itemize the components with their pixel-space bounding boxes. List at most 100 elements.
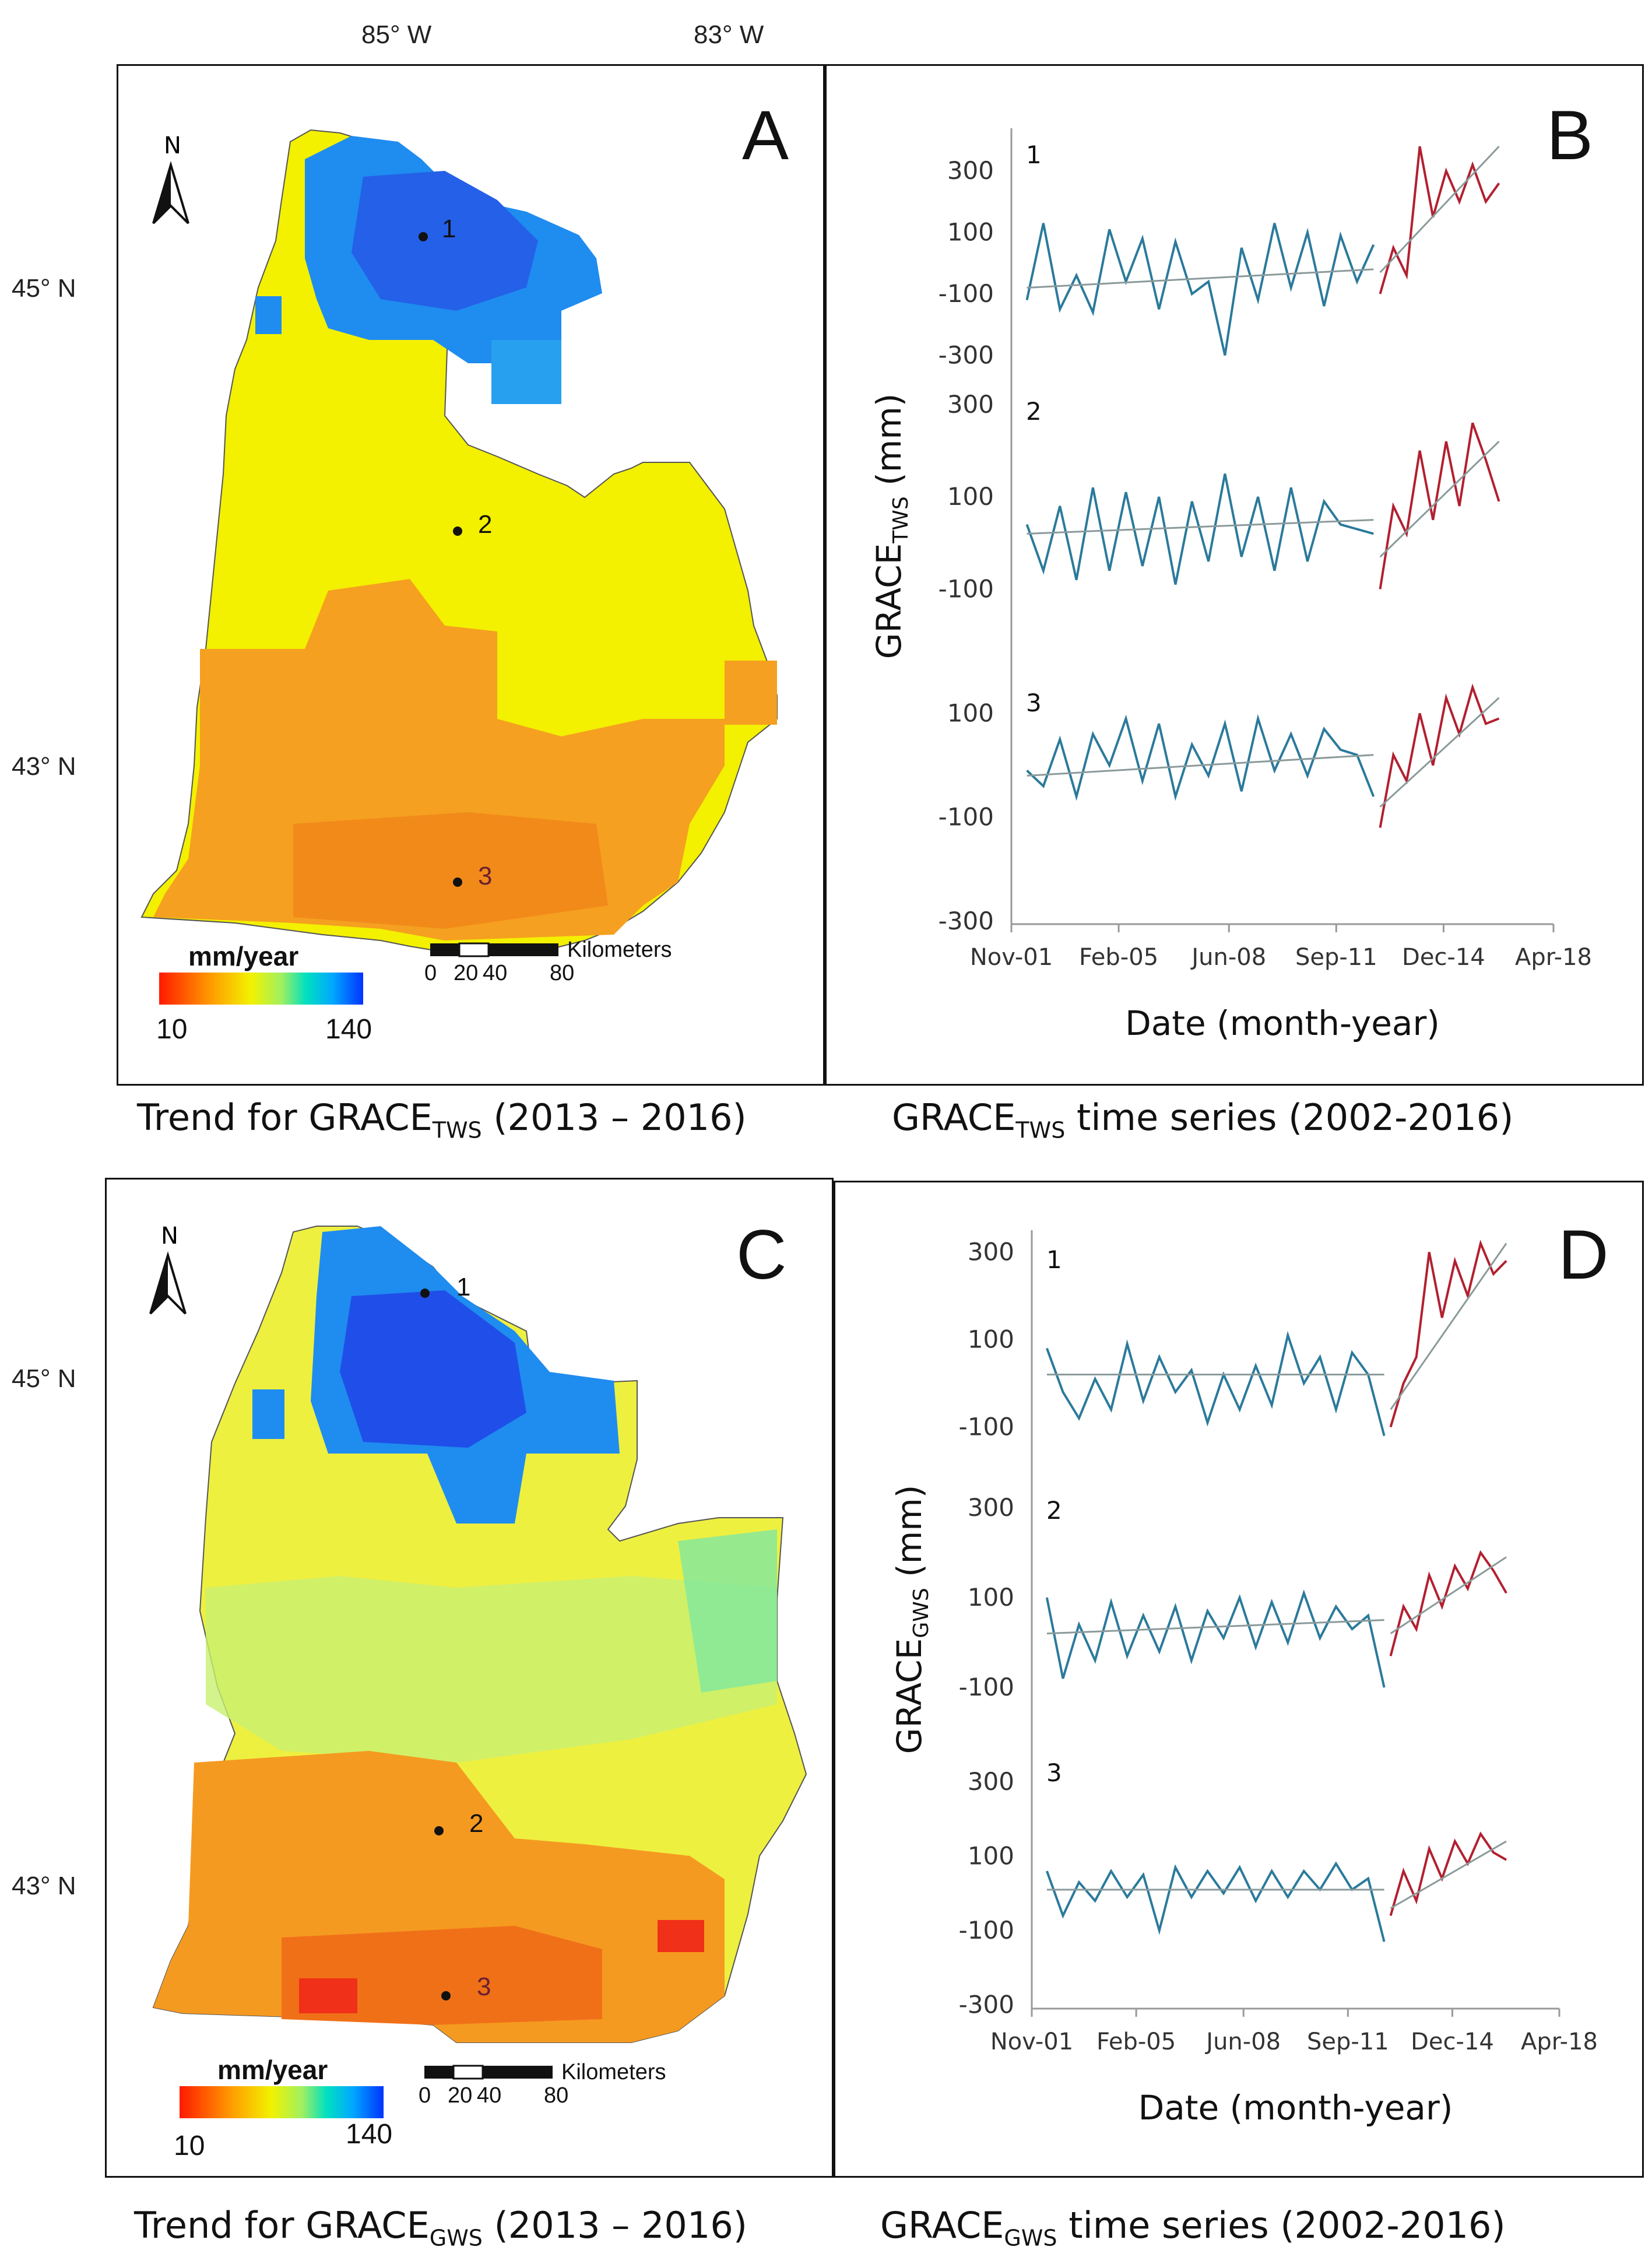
series-line-pre-2013 <box>1045 1589 1386 1688</box>
caption-a: Trend for GRACETWS (2013 – 2016) <box>137 1096 747 1143</box>
y-tick-label: 300 <box>968 1767 1014 1796</box>
scale-tick-0: 0 <box>419 2083 431 2108</box>
subplot-label: 3 <box>1046 1758 1062 1787</box>
site-label-2: 2 <box>469 1809 484 1838</box>
series-line-post-2013 <box>1379 683 1500 828</box>
y-tick-label: -300 <box>959 1991 1014 2019</box>
y-tick-label: -100 <box>939 279 994 308</box>
y-tick-label: 100 <box>968 1583 1014 1612</box>
scale-tick-20: 20 <box>454 961 479 985</box>
chart-b-svg: Nov-01 Feb-05 Jun-08 Sep-11 Dec-14 Apr-18 Date… <box>869 128 1592 1043</box>
y-tick-label: 100 <box>947 698 994 727</box>
site-marker-2 <box>453 526 462 536</box>
site-label-3: 3 <box>477 1972 491 2001</box>
subplot-label: 2 <box>1026 397 1042 426</box>
x-tick-label: Apr-18 <box>1521 2028 1598 2055</box>
region-blue-tail <box>491 340 561 404</box>
panel-letter: B <box>1546 96 1594 174</box>
x-tick-label: Jun-08 <box>1204 2028 1281 2055</box>
region-green-middle <box>206 1576 777 1763</box>
x-tick-label: Dec-14 <box>1402 944 1485 971</box>
y-tick-label: 100 <box>947 218 994 247</box>
site-marker-3 <box>441 1991 451 2000</box>
panel-letter: A <box>742 96 789 174</box>
region-orange-deep <box>282 1926 602 2025</box>
y-tick-label: -100 <box>959 1673 1014 1701</box>
y-tick-label: 300 <box>968 1238 1014 1266</box>
y-axis-title: GRACEGWS (mm) <box>890 1485 933 1754</box>
x-tick-label: Apr-18 <box>1515 944 1592 971</box>
caption-d: GRACEGWS time series (2002-2016) <box>880 2204 1506 2251</box>
site-marker-3 <box>453 877 462 887</box>
y-tick-label: -100 <box>959 1916 1014 1944</box>
region-blue-west <box>255 296 282 334</box>
legend-max: 140 <box>346 2119 393 2150</box>
x-tick-label: Dec-14 <box>1411 2028 1494 2055</box>
series-line-post-2013 <box>1389 1550 1507 1656</box>
series-line-pre-2013 <box>1046 1331 1386 1437</box>
trend-line-pre <box>1046 1619 1384 1635</box>
site-label-1: 1 <box>442 215 456 243</box>
y-tick-label: 300 <box>968 1493 1014 1522</box>
site-label-1: 1 <box>456 1273 471 1301</box>
site-marker-2 <box>434 1826 444 1835</box>
trend-line-post <box>1390 1556 1507 1634</box>
site-marker-1 <box>420 1289 430 1298</box>
lat-label-43n-a: 43° N <box>12 752 76 781</box>
x-tick-label: Feb-05 <box>1096 2028 1176 2055</box>
legend-colorbar <box>180 2086 384 2118</box>
trend-line-post <box>1390 1242 1507 1410</box>
region-red-hotspot <box>658 1920 704 1952</box>
scale-tick-80: 80 <box>544 2083 569 2108</box>
trend-line-post <box>1379 697 1500 808</box>
panel-a-map: A N <box>117 64 825 1086</box>
site-label-3: 3 <box>478 862 493 890</box>
svg-text:N: N <box>164 132 181 159</box>
series-line-pre-2013 <box>1025 473 1374 585</box>
series-line-post-2013 <box>1379 146 1500 294</box>
panel-d-chart: D <box>834 1181 1644 2178</box>
scale-tick-40: 40 <box>477 2083 502 2108</box>
lat-label-45n-c: 45° N <box>12 1364 76 1393</box>
legend-title: mm/year <box>188 941 299 971</box>
lat-label-45n-a: 45° N <box>12 274 76 303</box>
x-tick-label: Nov-01 <box>970 944 1053 971</box>
scale-tick-40: 40 <box>483 961 508 985</box>
scale-tick-80: 80 <box>550 961 575 985</box>
scale-tick-20: 20 <box>448 2083 473 2108</box>
legend-min: 10 <box>156 1014 188 1045</box>
y-tick-label: -100 <box>939 574 994 603</box>
y-tick-label: -300 <box>939 341 994 369</box>
caption-c: Trend for GRACEGWS (2013 – 2016) <box>134 2204 747 2251</box>
series-line-pre-2013 <box>1026 714 1375 801</box>
trend-line-pre <box>1027 754 1374 777</box>
map-svg: N <box>149 1223 807 2118</box>
svg-text:N: N <box>161 1223 178 1249</box>
subplot-label: 1 <box>1026 141 1042 169</box>
legend-title: mm/year <box>217 2055 328 2085</box>
subplot-label: 3 <box>1026 689 1042 717</box>
y-tick-label: 100 <box>968 1325 1014 1354</box>
series-line-pre-2013 <box>1046 1861 1386 1942</box>
region-green-east <box>678 1529 777 1693</box>
scale-unit: Kilometers <box>567 938 672 962</box>
series-line-post-2013 <box>1379 422 1500 589</box>
y-tick-label: -100 <box>939 803 994 831</box>
caption-b: GRACETWS time series (2002-2016) <box>892 1096 1514 1143</box>
site-marker-1 <box>419 232 428 241</box>
x-tick-label: Jun-08 <box>1190 944 1266 971</box>
legend-colorbar <box>159 973 363 1005</box>
panel-letter: D <box>1558 1216 1609 1294</box>
scale-bar <box>424 2065 553 2080</box>
scale-tick-0: 0 <box>424 961 437 985</box>
series-line-pre-2013 <box>1025 223 1375 356</box>
legend-min: 10 <box>174 2130 205 2161</box>
series-line-post-2013 <box>1389 1831 1507 1916</box>
y-tick-label: 100 <box>968 1842 1014 1870</box>
panel-letter: C <box>736 1216 787 1294</box>
north-arrow-icon: N <box>152 132 189 224</box>
lon-label-85w: 85° W <box>361 20 432 49</box>
x-axis-title: Date (month-year) <box>1138 2088 1453 2128</box>
lon-label-83w: 83° W <box>694 20 764 49</box>
chart-d-svg: Nov-01 Feb-05 Jun-08 Sep-11 Dec-14 Apr-18 Date… <box>890 1230 1598 2128</box>
